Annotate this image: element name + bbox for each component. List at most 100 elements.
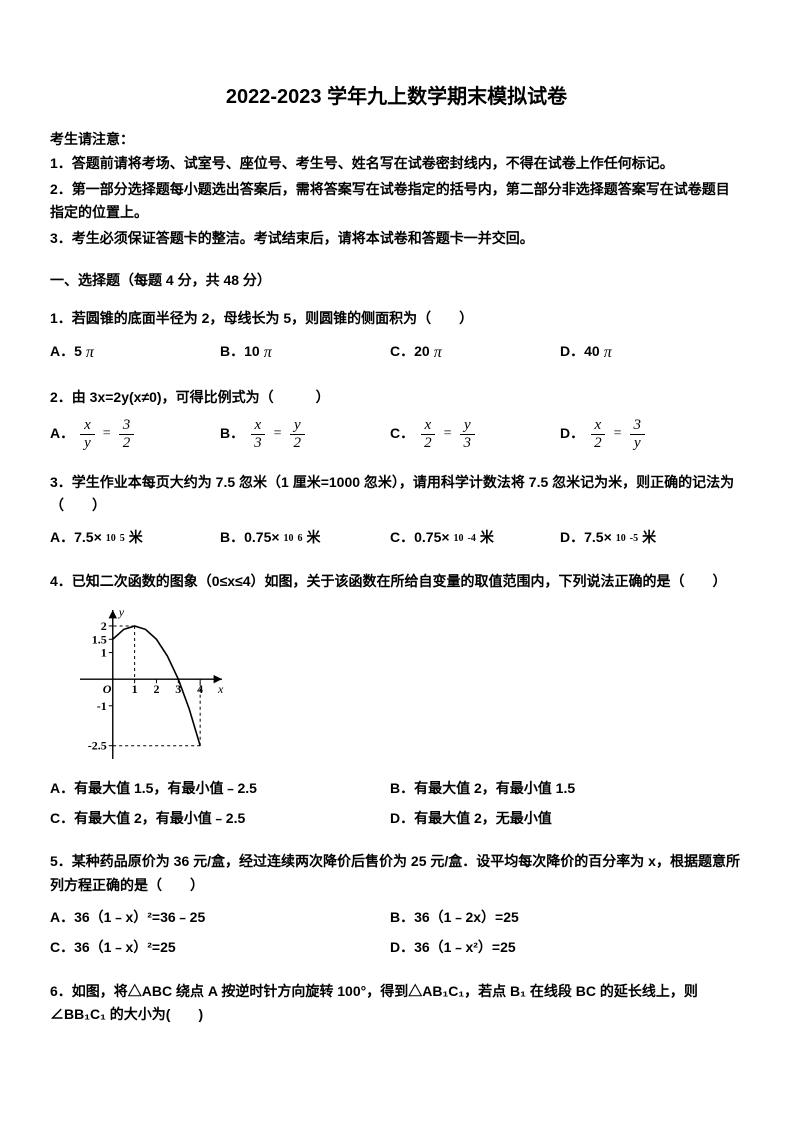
numerator: x [421,418,436,435]
equals: = [272,422,284,446]
denominator: 3 [250,435,266,451]
notice-item: 1．答题前请将考场、试室号、座位号、考生号、姓名写在试卷密封线内，不得在试卷上作… [50,152,743,176]
q5-option-c: C．36（1﹣x）²=25 [50,936,390,960]
question-2: 2．由 3x=2y(x≠0)，可得比例式为（ ） [50,386,743,410]
svg-text:-1: -1 [97,699,107,713]
equals: = [442,422,454,446]
denominator: y [80,435,95,451]
base: 10 [284,530,294,547]
q4-option-a: A．有最大值 1.5，有最小值﹣2.5 [50,777,390,801]
q5-option-a: A．36（1﹣x）²=36﹣25 [50,906,390,930]
numerator: 3 [119,418,135,435]
q2-option-a: A． xy = 32 [50,418,220,451]
question-5: 5．某种药品原价为 36 元/盒，经过连续两次降价后售价为 25 元/盒．设平均… [50,850,743,898]
opt-label: C．0.75× [390,526,450,550]
q4-chart: 1234-2.5-111.52xyO [50,602,230,767]
opt-label: B．10 [220,340,260,364]
fraction: xy [80,418,95,451]
pi-symbol: π [434,339,442,366]
q4-options: A．有最大值 1.5，有最小值﹣2.5 B．有最大值 2，有最小值 1.5 C．… [50,777,743,837]
svg-text:y: y [118,605,125,619]
denominator: 3 [460,435,476,451]
q5-options: A．36（1﹣x）²=36﹣25 B．36（1﹣2x）=25 C．36（1﹣x）… [50,906,743,966]
exponent: 6 [298,530,303,547]
question-3: 3．学生作业本每页大约为 7.5 忽米（1 厘米=1000 忽米），请用科学计数… [50,471,743,519]
svg-text:x: x [217,682,224,696]
opt-suffix: 米 [642,526,656,550]
q5-option-b: B．36（1﹣2x）=25 [390,906,730,930]
q3-option-a: A．7.5×105米 [50,526,220,550]
question-6: 6．如图，将△ABC 绕点 A 按逆时针方向旋转 100°，得到△AB₁C₁，若… [50,980,743,1028]
q1-option-c: C．20π [390,339,560,366]
denominator: y [630,435,645,451]
question-1: 1．若圆锥的底面半径为 2，母线长为 5，则圆锥的侧面积为（ ） [50,307,743,331]
opt-label: A．7.5× [50,526,102,550]
q3-options: A．7.5×105米 B．0.75×106米 C．0.75×10-4米 D．7.… [50,526,743,556]
svg-text:O: O [103,682,112,696]
q1-option-b: B．10π [220,339,390,366]
q3-option-c: C．0.75×10-4米 [390,526,560,550]
numerator: x [80,418,95,435]
denominator: 2 [290,435,306,451]
svg-text:2: 2 [101,619,107,633]
svg-text:-2.5: -2.5 [88,738,107,752]
section-heading: 一、选择题（每题 4 分，共 48 分） [50,269,743,293]
numerator: y [460,418,475,435]
opt-label: D．40 [560,340,600,364]
fraction: y2 [290,418,306,451]
opt-label: C． [390,422,414,446]
exponent: -5 [630,530,638,547]
q3-option-d: D．7.5×10-5米 [560,526,730,550]
fraction: x2 [420,418,436,451]
svg-text:1.5: 1.5 [92,632,107,646]
svg-text:1: 1 [101,645,107,659]
equals: = [101,422,113,446]
numerator: x [591,418,606,435]
q1-options: A．5π B．10π C．20π D．40π [50,339,743,372]
q1-option-d: D．40π [560,339,730,366]
q1-option-a: A．5π [50,339,220,366]
fraction: y3 [460,418,476,451]
q2-option-b: B． x3 = y2 [220,418,390,451]
fraction: x3 [250,418,266,451]
opt-label: D． [560,422,584,446]
denominator: 2 [590,435,606,451]
opt-label: B． [220,422,244,446]
base: 10 [106,530,116,547]
q2-options: A． xy = 32 B． x3 = y2 C． x2 = y3 D． x2 =… [50,418,743,457]
opt-suffix: 米 [129,526,143,550]
opt-suffix: 米 [307,526,321,550]
opt-label: D．7.5× [560,526,612,550]
fraction: x2 [590,418,606,451]
exponent: -4 [468,530,476,547]
opt-label: A． [50,422,74,446]
opt-label: B．0.75× [220,526,280,550]
pi-symbol: π [604,339,612,366]
opt-label: C．20 [390,340,430,364]
q2-option-d: D． x2 = 3y [560,418,730,451]
notice-item: 3．考生必须保证答题卡的整洁。考试结束后，请将本试卷和答题卡一并交回。 [50,227,743,251]
denominator: 2 [420,435,436,451]
numerator: y [290,418,305,435]
numerator: 3 [630,418,646,435]
svg-text:2: 2 [153,682,159,696]
fraction: 3y [630,418,646,451]
numerator: x [251,418,266,435]
q3-option-b: B．0.75×106米 [220,526,390,550]
base: 10 [454,530,464,547]
fraction: 32 [119,418,135,451]
exponent: 5 [120,530,125,547]
opt-suffix: 米 [480,526,494,550]
q5-option-d: D．36（1﹣x²）=25 [390,936,730,960]
denominator: 2 [119,435,135,451]
pi-symbol: π [86,339,94,366]
notice-heading: 考生请注意： [50,128,743,152]
q4-option-d: D．有最大值 2，无最小值 [390,807,730,831]
notice-item: 2．第一部分选择题每小题选出答案后，需将答案写在试卷指定的括号内，第二部分非选择… [50,178,743,226]
pi-symbol: π [264,339,272,366]
q2-option-c: C． x2 = y3 [390,418,560,451]
question-4: 4．已知二次函数的图象（0≤x≤4）如图，关于该函数在所给自变量的取值范围内，下… [50,570,743,594]
q4-option-c: C．有最大值 2，有最小值﹣2.5 [50,807,390,831]
base: 10 [616,530,626,547]
opt-label: A．5 [50,340,82,364]
